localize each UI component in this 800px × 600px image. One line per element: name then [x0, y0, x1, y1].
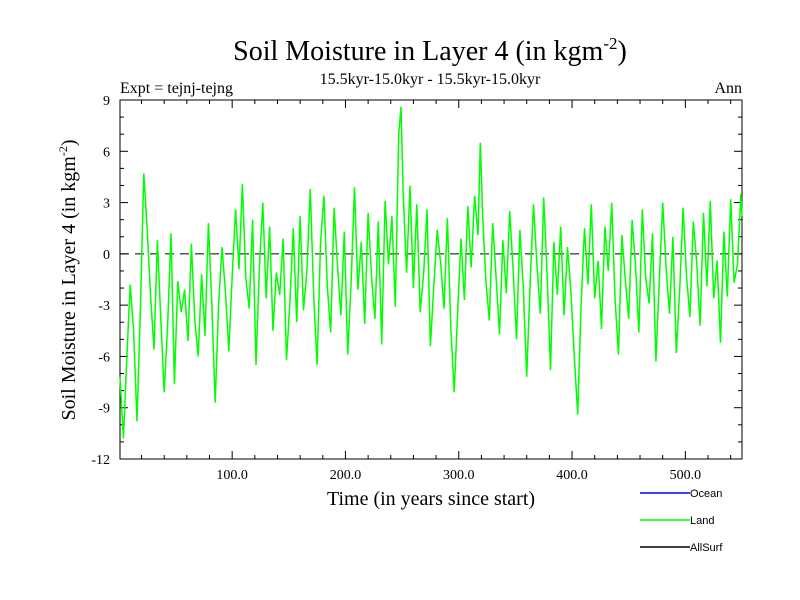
- experiment-label: Expt = tejnj-tejng: [120, 80, 233, 97]
- legend-label-ocean: Ocean: [690, 488, 722, 500]
- y-axis-label-sup: -2: [56, 146, 70, 156]
- ticks: [120, 99, 742, 460]
- y-axis-label-close: ): [58, 139, 80, 146]
- chart-title: Soil Moisture in Layer 4 (in kgm-2): [233, 34, 627, 67]
- y-tick-label: 3: [103, 197, 110, 212]
- legend: Ocean Land AllSurf: [640, 488, 723, 554]
- tick-labels: -12 -9 -6 -3 0 3 6 9 100.0 200.0 300.0 400.0 500.0: [91, 94, 701, 483]
- legend-label-allsurf: AllSurf: [690, 542, 723, 554]
- chart-title-close: ): [618, 36, 627, 67]
- chart-title-text: Soil Moisture in Layer 4 (in kgm: [233, 36, 603, 67]
- y-axis-label: Soil Moisture in Layer 4 (in kgm-2): [56, 139, 80, 420]
- y-tick-label: -6: [98, 350, 110, 365]
- y-tick-label: 0: [103, 248, 110, 263]
- plot-area: [119, 99, 743, 460]
- legend-label-land: Land: [690, 515, 714, 527]
- x-tick-label: 500.0: [670, 468, 702, 483]
- x-tick-label: 400.0: [556, 468, 588, 483]
- season-label: Ann: [714, 80, 742, 97]
- y-tick-label: -3: [98, 299, 110, 314]
- y-axis-label-text: Soil Moisture in Layer 4 (in kgm: [58, 156, 80, 421]
- x-tick-label: 100.0: [216, 468, 248, 483]
- y-tick-label: 9: [103, 94, 110, 109]
- y-tick-label: -9: [98, 402, 110, 417]
- x-axis-label: Time (in years since start): [327, 488, 535, 510]
- series-land-line: [119, 106, 743, 439]
- y-tick-label: 6: [103, 145, 110, 160]
- chart-title-sup: -2: [603, 34, 617, 53]
- y-tick-label: -12: [91, 453, 110, 468]
- x-tick-label: 300.0: [443, 468, 475, 483]
- x-tick-label: 200.0: [330, 468, 362, 483]
- chart-subtitle: 15.5kyr-15.0kyr - 15.5kyr-15.0kyr: [320, 71, 541, 88]
